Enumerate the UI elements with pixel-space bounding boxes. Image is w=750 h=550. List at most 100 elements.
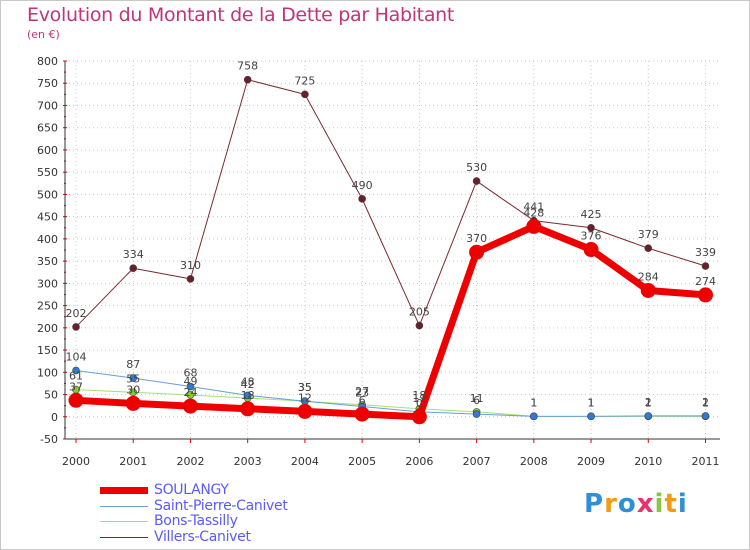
data-point-saint-pierre-canivet xyxy=(587,412,595,421)
data-label-soulangy: 284 xyxy=(638,270,659,283)
data-label-bons-tassilly: 1 xyxy=(530,396,537,409)
y-tick-label: 700 xyxy=(37,99,58,112)
data-label-saint-pierre-canivet: 11 xyxy=(412,392,426,405)
data-label-saint-pierre-canivet: 23 xyxy=(355,387,369,400)
data-point-villers-canivet xyxy=(186,275,195,283)
data-point-villers-canivet xyxy=(301,90,309,99)
data-point-soulangy xyxy=(469,244,485,260)
data-label-bons-tassilly: 1 xyxy=(702,396,709,409)
chart-title: Evolution du Montant de la Dette par Hab… xyxy=(27,4,455,26)
data-label-villers-canivet: 202 xyxy=(66,307,87,320)
data-label-villers-canivet: 441 xyxy=(523,201,544,214)
proxiti-logo: Proxiti xyxy=(584,489,688,519)
y-tick-label: -50 xyxy=(40,433,58,446)
legend-item-villers-canivet: Villers-Canivet xyxy=(100,529,360,547)
data-point-villers-canivet xyxy=(415,321,424,330)
data-point-villers-canivet xyxy=(701,262,710,270)
y-tick-label: 550 xyxy=(37,166,58,179)
data-point-soulangy xyxy=(640,282,656,298)
y-tick-label: 800 xyxy=(37,55,58,68)
data-point-saint-pierre-canivet xyxy=(644,412,653,420)
legend-swatch xyxy=(100,487,148,494)
chart-series xyxy=(68,75,713,425)
legend-item-saint-pierre-canivet: Saint-Pierre-Canivet xyxy=(100,498,360,516)
logo-letter: P xyxy=(584,489,605,519)
data-label-soulangy: 0 xyxy=(416,397,423,410)
y-tick-label: 200 xyxy=(37,322,58,335)
x-tick-label: 2004 xyxy=(291,455,319,468)
data-label-bons-tassilly: 61 xyxy=(69,370,83,383)
data-label-bons-tassilly: 1 xyxy=(588,396,595,409)
data-label-soulangy: 30 xyxy=(126,383,140,396)
y-tick-label: 600 xyxy=(37,144,58,157)
data-point-soulangy xyxy=(354,406,370,422)
data-label-villers-canivet: 530 xyxy=(466,161,487,174)
data-label-bons-tassilly: 49 xyxy=(183,375,197,388)
data-label-saint-pierre-canivet: 35 xyxy=(298,381,312,394)
logo-letter: t xyxy=(664,489,678,519)
data-label-soulangy: 428 xyxy=(523,206,544,219)
data-point-soulangy xyxy=(68,392,84,408)
y-tick-label: 350 xyxy=(37,255,58,268)
data-label-bons-tassilly: 55 xyxy=(126,372,140,385)
data-label-soulangy: 37 xyxy=(69,380,83,393)
data-point-soulangy xyxy=(583,242,599,258)
data-point-villers-canivet xyxy=(472,177,481,185)
data-point-saint-pierre-canivet xyxy=(530,412,538,421)
data-label-soulangy: 370 xyxy=(466,232,487,245)
data-point-soulangy xyxy=(411,409,427,425)
data-point-soulangy xyxy=(182,398,198,414)
data-label-villers-canivet: 425 xyxy=(581,208,602,221)
data-point-soulangy xyxy=(125,395,141,411)
y-tick-label: 500 xyxy=(37,188,58,201)
data-point-saint-pierre-canivet xyxy=(701,412,710,420)
legend-swatch xyxy=(100,521,148,522)
y-tick-label: 50 xyxy=(44,389,58,402)
y-tick-label: 450 xyxy=(37,211,58,224)
y-tick-label: 400 xyxy=(37,233,58,246)
data-label-bons-tassilly: 27 xyxy=(355,385,369,398)
legend-label: Bons-Tassilly xyxy=(154,513,238,529)
logo-letter: r xyxy=(604,489,618,519)
y-tick-label: 250 xyxy=(37,300,58,313)
data-point-villers-canivet xyxy=(644,244,653,253)
data-label-bons-tassilly: 11 xyxy=(470,392,484,405)
data-point-soulangy xyxy=(526,218,542,234)
data-label-soulangy: 274 xyxy=(695,275,716,288)
logo-letter: x xyxy=(636,489,655,519)
data-label-villers-canivet: 205 xyxy=(409,306,430,319)
data-label-saint-pierre-canivet: 1 xyxy=(588,396,595,409)
x-tick-label: 2002 xyxy=(176,455,204,468)
data-label-bons-tassilly: 42 xyxy=(241,378,255,391)
data-label-saint-pierre-canivet: 87 xyxy=(126,358,140,371)
x-tick-label: 2005 xyxy=(348,455,376,468)
y-tick-label: 300 xyxy=(37,277,58,290)
logo-letter: i xyxy=(654,489,665,519)
series-line-saint-pierre-canivet xyxy=(75,370,706,417)
data-point-bons-tassilly xyxy=(186,391,195,399)
data-label-saint-pierre-canivet: 2 xyxy=(702,396,709,409)
data-point-soulangy xyxy=(240,401,256,417)
data-point-bons-tassilly xyxy=(129,388,138,397)
data-point-villers-canivet xyxy=(587,223,595,232)
data-label-villers-canivet: 339 xyxy=(695,246,716,259)
x-tick-label: 2008 xyxy=(520,455,548,468)
y-tick-label: 750 xyxy=(37,77,58,90)
data-point-villers-canivet xyxy=(72,323,80,331)
x-tick-label: 2010 xyxy=(634,455,662,468)
y-tick-label: 650 xyxy=(37,122,58,135)
legend-item-soulangy: SOULANGY xyxy=(100,482,360,500)
logo-letter: i xyxy=(677,489,688,519)
y-tick-label: 100 xyxy=(37,366,58,379)
data-label-saint-pierre-canivet: 48 xyxy=(241,375,255,388)
x-tick-label: 2007 xyxy=(463,455,491,468)
y-tick-label: 150 xyxy=(37,344,58,357)
chart-axes: -50 0 50 100 150 200 250 300 350 400 450 500 550 600 6… xyxy=(37,55,720,468)
data-point-saint-pierre-canivet xyxy=(186,382,195,391)
data-label-soulangy: 18 xyxy=(241,389,255,402)
series-line-soulangy xyxy=(75,222,706,421)
data-label-villers-canivet: 725 xyxy=(294,74,315,87)
x-tick-label: 2006 xyxy=(405,455,433,468)
data-label-bons-tassilly: 1 xyxy=(645,396,652,409)
data-point-villers-canivet xyxy=(358,195,366,203)
